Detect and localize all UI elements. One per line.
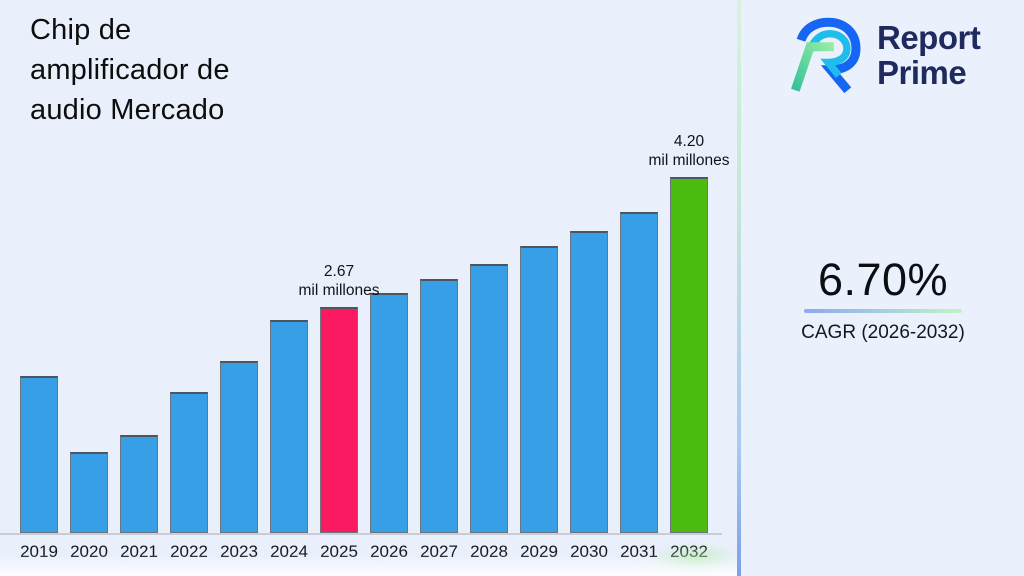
bar-2030 xyxy=(570,231,608,533)
bar-column-2026: 2026 xyxy=(370,143,408,561)
bar-column-2028: 2028 xyxy=(470,143,508,561)
bar-2024 xyxy=(270,320,308,533)
bar-2031 xyxy=(620,212,658,533)
x-tick-2030: 2030 xyxy=(570,542,608,561)
bar-column-2021: 2021 xyxy=(120,143,158,561)
bar-column-2029: 2029 xyxy=(520,143,558,561)
bar-2029 xyxy=(520,246,558,533)
x-tick-2027: 2027 xyxy=(420,542,458,561)
cagr-value: 6.70% xyxy=(817,254,949,305)
bar-column-2027: 2027 xyxy=(420,143,458,561)
bar-2019 xyxy=(20,376,58,533)
x-tick-2029: 2029 xyxy=(520,542,558,561)
x-tick-2020: 2020 xyxy=(70,542,108,561)
bar-2026 xyxy=(370,293,408,533)
bar-2028 xyxy=(470,264,508,533)
bar-column-2031: 2031 xyxy=(620,143,658,561)
stats-panel: Report Prime 6.70% CAGR (2026-2032) xyxy=(741,0,1024,576)
bar-column-2019: 2019 xyxy=(20,143,58,561)
x-tick-2021: 2021 xyxy=(120,542,158,561)
x-tick-2031: 2031 xyxy=(620,542,658,561)
report-prime-logo-icon xyxy=(791,17,861,94)
bar-2032 xyxy=(670,177,708,533)
bar-column-2024: 2024 xyxy=(270,143,308,561)
x-tick-2032: 2032 xyxy=(670,542,708,561)
cagr-underline xyxy=(804,309,962,313)
panel-divider-line xyxy=(737,0,741,576)
brand-name: Report Prime xyxy=(877,19,981,91)
bar-2020 xyxy=(70,452,108,533)
x-axis-line xyxy=(0,533,722,535)
bar-column-2023: 2023 xyxy=(220,143,258,561)
brand-name-line1: Report xyxy=(877,19,981,56)
page-title: Chip de amplificador de audio Mercado xyxy=(30,14,230,126)
x-tick-2019: 2019 xyxy=(20,542,58,561)
bar-2027 xyxy=(420,279,458,533)
bar-column-2022: 2022 xyxy=(170,143,208,561)
bar-column-2025: 2.67 mil millones 2025 xyxy=(299,143,380,561)
bar-2025 xyxy=(320,307,358,533)
brand-logo: Report Prime xyxy=(783,12,981,98)
bar-column-2032: 4.20 mil millones 2032 xyxy=(649,133,730,561)
x-tick-2025: 2025 xyxy=(320,542,358,561)
bar-2022 xyxy=(170,392,208,533)
x-tick-2024: 2024 xyxy=(270,542,308,561)
x-tick-2022: 2022 xyxy=(170,542,208,561)
cagr-label: CAGR (2026-2032) xyxy=(801,322,965,343)
x-tick-2023: 2023 xyxy=(220,542,258,561)
cagr-block: 6.70% CAGR (2026-2032) xyxy=(763,256,1003,344)
bar-chart-plot: 2019 2020 2021 2022 2023 2024 2.67 mil millones… xyxy=(20,133,730,561)
x-tick-2028: 2028 xyxy=(470,542,508,561)
bar-column-2030: 2030 xyxy=(570,143,608,561)
bar-2021 xyxy=(120,435,158,533)
bar-column-2020: 2020 xyxy=(70,143,108,561)
brand-name-line2: Prime xyxy=(877,54,967,91)
bar-2023 xyxy=(220,361,258,533)
x-tick-2026: 2026 xyxy=(370,542,408,561)
